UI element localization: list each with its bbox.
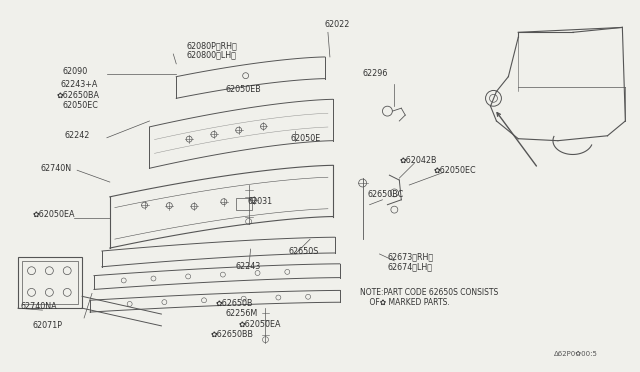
Text: 62243+A: 62243+A	[60, 80, 98, 89]
Text: 62243: 62243	[236, 262, 261, 271]
Text: ✿62650BA: ✿62650BA	[56, 91, 99, 100]
Text: 62256M: 62256M	[226, 308, 258, 318]
Text: 62296: 62296	[363, 69, 388, 78]
Text: 62674〈LH〉: 62674〈LH〉	[387, 262, 433, 271]
Text: 62650BC: 62650BC	[367, 190, 404, 199]
Text: ✿62050EC: ✿62050EC	[434, 166, 477, 175]
Text: 62071P: 62071P	[33, 321, 63, 330]
Text: 620800〈LH〉: 620800〈LH〉	[186, 51, 236, 60]
Text: 62650S: 62650S	[288, 247, 319, 256]
Text: Δ62P0✿00:5: Δ62P0✿00:5	[554, 352, 598, 357]
Bar	[18, 257, 82, 308]
Text: 62090: 62090	[62, 67, 88, 76]
Text: 62022: 62022	[325, 20, 350, 29]
Text: ✿62650BB: ✿62650BB	[211, 330, 254, 339]
Text: NOTE:PART CODE 62650S CONSISTS: NOTE:PART CODE 62650S CONSISTS	[360, 288, 498, 298]
Text: OF✿ MARKED PARTS.: OF✿ MARKED PARTS.	[360, 298, 449, 307]
Text: 62673〈RH〉: 62673〈RH〉	[387, 253, 433, 262]
Text: 62242: 62242	[64, 131, 90, 140]
Text: 62050EB: 62050EB	[226, 85, 262, 94]
Text: ✿62050EA: ✿62050EA	[239, 320, 281, 328]
Text: 62080P〈RH〉: 62080P〈RH〉	[186, 42, 237, 51]
Text: 62740N: 62740N	[40, 164, 72, 173]
Text: 62740NA: 62740NA	[20, 302, 57, 311]
Text: 62050E: 62050E	[291, 134, 321, 143]
Bar	[236, 198, 252, 210]
Text: ✿62050EA: ✿62050EA	[33, 210, 75, 219]
Text: 62050EC: 62050EC	[62, 101, 98, 110]
Bar	[22, 261, 78, 304]
Text: ✿62650B: ✿62650B	[216, 299, 253, 308]
Text: 62031: 62031	[248, 197, 273, 206]
Text: ✿62042B: ✿62042B	[399, 156, 437, 165]
